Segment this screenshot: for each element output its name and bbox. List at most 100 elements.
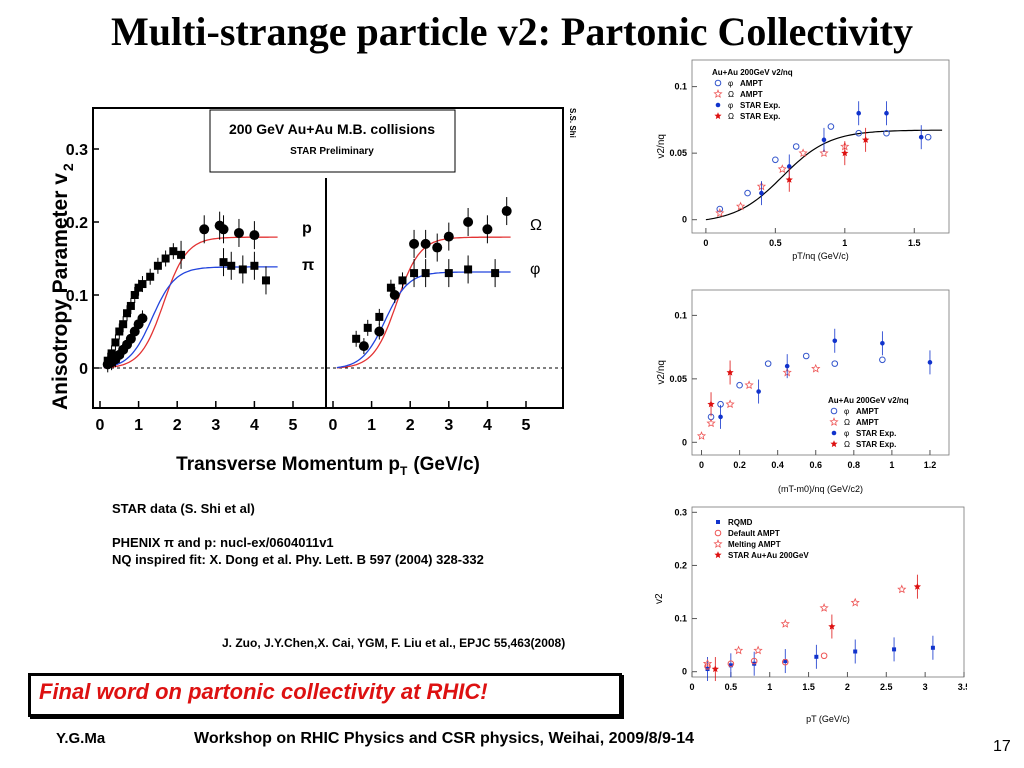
ytick-label: 0.2: [674, 560, 687, 570]
data-point: [918, 134, 924, 140]
main-plot-frame: [92, 107, 564, 409]
note-line-3: NQ inspired fit: X. Dong et al. Phy. Let…: [112, 552, 484, 567]
label-phi: φ: [530, 261, 540, 278]
data-point: [786, 164, 792, 169]
data-point: [169, 247, 178, 256]
data-point: [138, 280, 147, 289]
xtick-label: 1: [134, 417, 143, 434]
xtick-label: 0: [699, 460, 704, 470]
data-point: [736, 201, 746, 211]
xtick-label: 0.5: [769, 238, 782, 248]
data-point: [880, 341, 885, 346]
fit-curve-π: [103, 266, 278, 369]
notes-block: STAR data (S. Shi et al) PHENIX π and p:…: [112, 500, 484, 568]
final-word-text: Final word on partonic collectivity at R…: [39, 679, 488, 704]
data-point: [713, 89, 723, 98]
data-point: [715, 208, 725, 217]
xtick-label: 4: [483, 417, 492, 434]
data-point: [764, 360, 772, 367]
note-line-2: PHENIX π and p: nucl-ex/0604011v1: [112, 535, 334, 550]
data-point: [831, 430, 837, 436]
data-point: [829, 417, 839, 426]
legend-symbol: φ: [844, 429, 849, 438]
data-point: [820, 652, 828, 660]
panel-v2-nq-vs-mt: 0 0.2 0.4 0.6 0.8 1 1.2 0 0.05 0.1 (mT-m0)/nq (GeV…: [652, 285, 954, 500]
data-point: [715, 102, 721, 108]
data-point: [884, 110, 889, 116]
data-point: [130, 291, 139, 299]
legend-title: Au+Au 200GeV v2/nq: [712, 68, 793, 77]
header-box-line2: STAR Preliminary: [290, 146, 374, 157]
data-point: [841, 149, 849, 157]
xtick-label: 1: [367, 417, 376, 434]
label-pi: π: [302, 257, 314, 274]
data-point: [862, 136, 870, 143]
data-point: [753, 645, 763, 655]
data-point: [432, 242, 443, 253]
data-point: [714, 112, 722, 120]
data-point: [777, 164, 787, 174]
main-xlabel: Transverse Momentum pT (GeV/c): [176, 454, 480, 478]
ytick-label: 0.1: [66, 288, 88, 305]
data-point: [707, 400, 715, 408]
data-point: [714, 529, 722, 537]
data-point: [853, 649, 858, 654]
data-point: [374, 326, 385, 337]
data-point: [759, 190, 764, 196]
fit-curve-p: [103, 236, 278, 369]
data-point: [398, 276, 407, 285]
data-point: [736, 381, 743, 389]
ytick-label: 0.1: [674, 82, 687, 92]
data-point: [238, 265, 247, 274]
data-point: [153, 261, 162, 270]
xtick-label: 2.5: [880, 682, 893, 692]
xtick-label: 1: [842, 238, 847, 248]
legend-label: AMPT: [740, 90, 763, 99]
xtick-label: 4: [250, 417, 259, 434]
data-point: [830, 407, 838, 415]
data-point: [491, 269, 500, 278]
data-point: [410, 269, 419, 278]
data-point: [501, 206, 512, 217]
data-point: [463, 217, 474, 227]
xtick-label: 3: [444, 417, 453, 434]
xtick-label: 5: [289, 417, 298, 434]
plot-frame: [691, 289, 950, 456]
data-point: [734, 645, 744, 655]
legend-symbol: Ω: [728, 90, 734, 99]
note-line-1: STAR data (S. Shi et al): [112, 501, 255, 516]
data-point: [363, 323, 372, 332]
legend-label: STAR Exp.: [740, 112, 780, 121]
panel-xlabel: pT/nq (GeV/c): [792, 251, 849, 261]
ytick-label: 0.1: [674, 614, 687, 624]
ytick-label: 0: [682, 667, 687, 677]
ytick-label: 0: [682, 437, 687, 447]
legend-symbol: φ: [728, 101, 733, 110]
data-point: [716, 205, 724, 213]
header-box: [209, 109, 456, 173]
final-word-box: Final word on partonic collectivity at R…: [28, 673, 622, 717]
xtick-label: 2: [173, 417, 182, 434]
data-point: [103, 356, 112, 365]
data-point: [783, 659, 788, 664]
data-point: [714, 79, 722, 87]
data-point: [828, 622, 836, 630]
data-point: [261, 276, 270, 285]
data-point: [386, 283, 395, 292]
xtick-label: 2: [845, 682, 850, 692]
page-number: 17: [993, 738, 1011, 755]
panel-bg: [652, 55, 952, 265]
data-point: [814, 654, 819, 659]
panel-bg: [652, 497, 967, 729]
data-point: [756, 389, 761, 394]
xtick-label: 1: [889, 460, 894, 470]
data-point: [727, 660, 735, 668]
data-point: [375, 312, 384, 321]
legend-title: Au+Au 200GeV v2/nq: [828, 396, 909, 405]
xtick-label: 5: [522, 417, 531, 434]
data-point: [744, 380, 754, 390]
main-v2-figure: Anisotropy Parameter v2 S.S. Shi 0.3 0.2 0…: [40, 88, 585, 483]
xtick-label: 3: [211, 417, 220, 434]
